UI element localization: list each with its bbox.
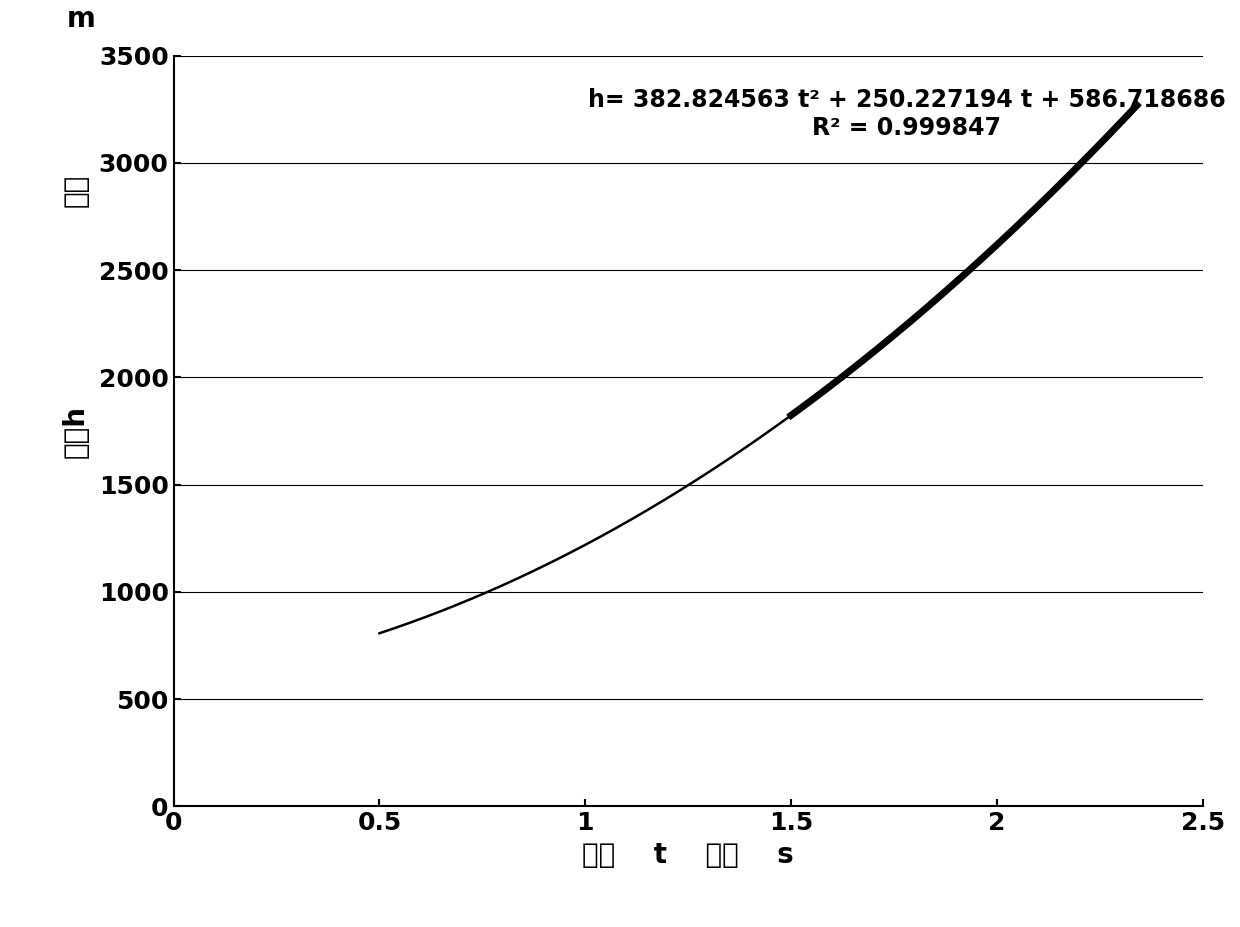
Text: h= 382.824563 t² + 250.227194 t + 586.718686
R² = 0.999847: h= 382.824563 t² + 250.227194 t + 586.71… (588, 88, 1225, 140)
Text: m: m (67, 5, 95, 33)
X-axis label: 时间    t    单位    s: 时间 t 单位 s (583, 841, 794, 869)
Text: 单位: 单位 (62, 174, 89, 208)
Text: 深度h: 深度h (62, 404, 89, 458)
